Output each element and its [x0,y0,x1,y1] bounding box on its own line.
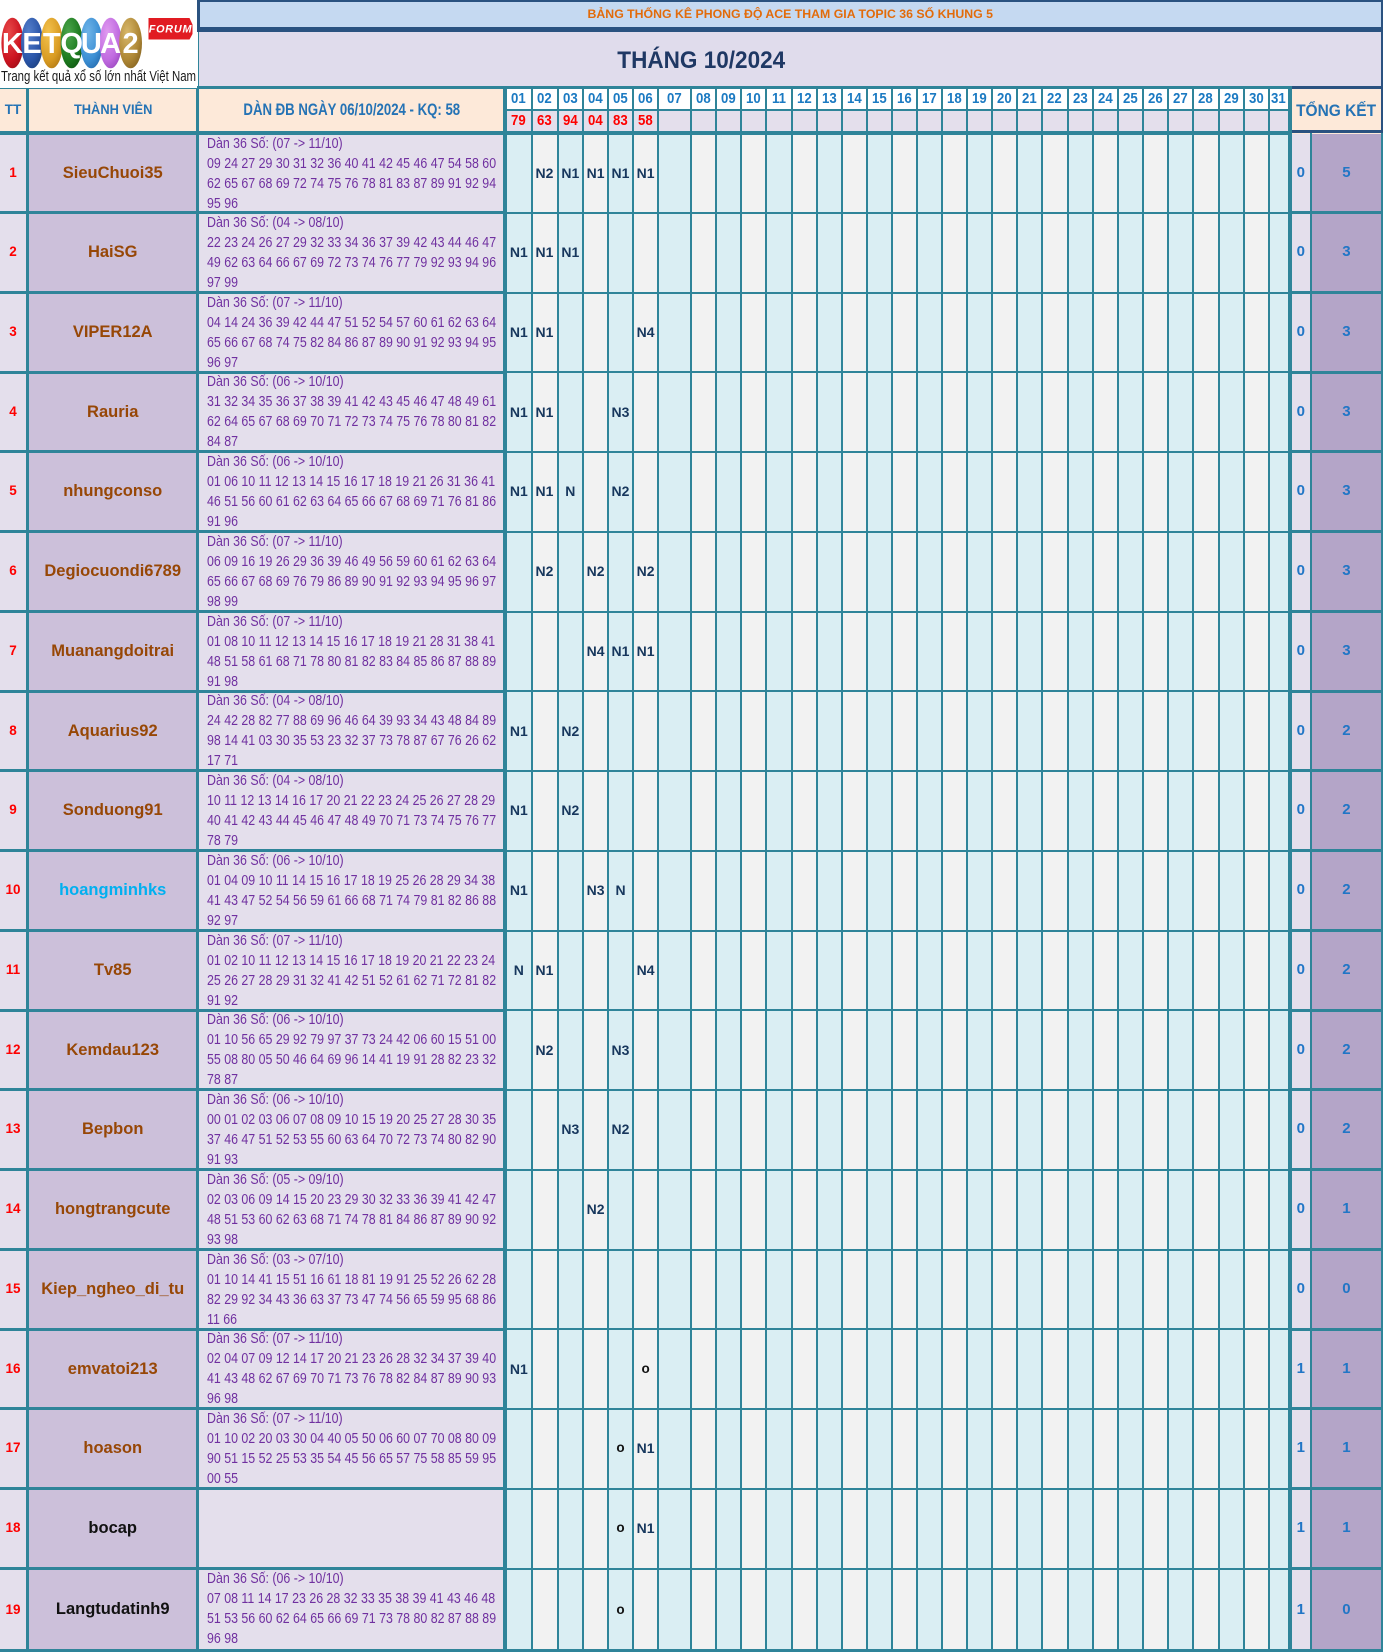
svg-text:K: K [2,28,23,60]
svg-text:Q: Q [60,28,83,60]
svg-text:U: U [81,28,102,60]
svg-text:T: T [43,28,61,60]
svg-text:FORUM: FORUM [149,24,193,36]
svg-text:2: 2 [123,28,139,60]
svg-text:E: E [22,28,41,60]
svg-text:A: A [100,28,121,60]
